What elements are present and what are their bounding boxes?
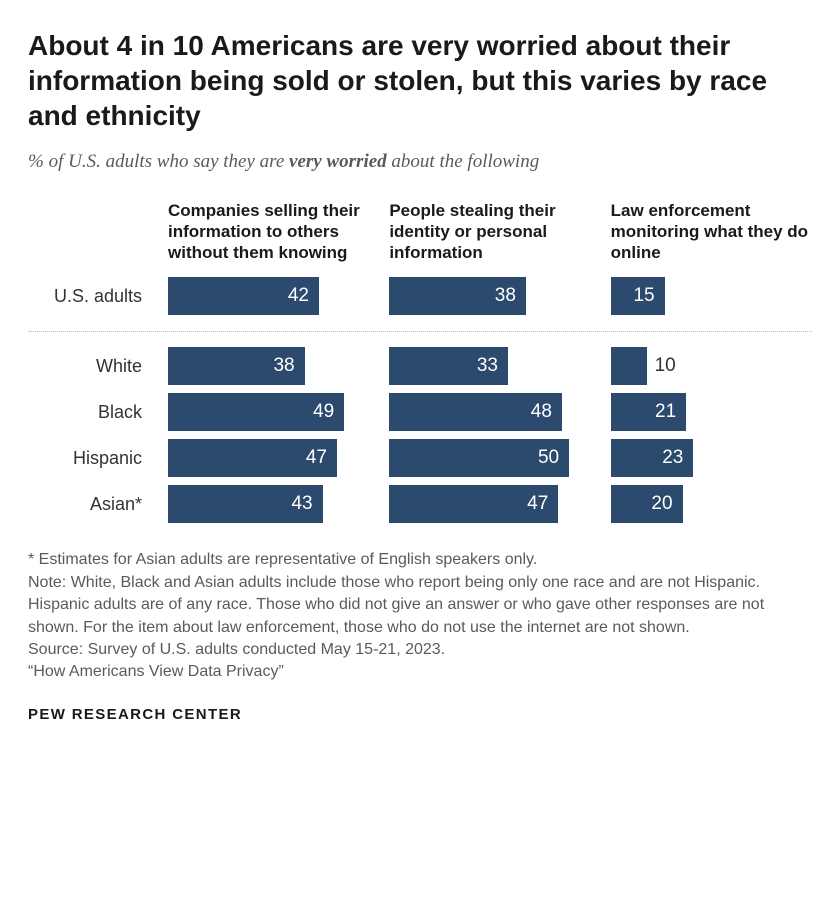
bar-cell: 33 — [389, 343, 590, 389]
bar-cell: 15 — [611, 273, 812, 319]
bar-cell: 38 — [168, 343, 369, 389]
bar: 48 — [389, 393, 562, 431]
bar-value: 43 — [291, 493, 312, 515]
bar-cell: 43 — [168, 481, 369, 527]
source-logo: PEW RESEARCH CENTER — [28, 706, 812, 723]
bar-value: 15 — [633, 285, 654, 307]
subtitle-bold: very worried — [289, 151, 387, 172]
bar: 49 — [168, 393, 344, 431]
row-label: U.S. adults — [28, 273, 148, 319]
bar-value: 49 — [313, 401, 334, 423]
bar-value: 48 — [531, 401, 552, 423]
bar: 23 — [611, 439, 694, 477]
divider — [28, 319, 812, 343]
bar — [611, 347, 647, 385]
bar-chart: Companies selling their information to o… — [28, 200, 812, 528]
bar-cell: 48 — [389, 389, 590, 435]
column-header: Companies selling their information to o… — [168, 200, 369, 274]
chart-subtitle: % of U.S. adults who say they are very w… — [28, 149, 812, 176]
bar-cell: 49 — [168, 389, 369, 435]
bar: 47 — [168, 439, 337, 477]
bar-value: 47 — [306, 447, 327, 469]
bar: 33 — [389, 347, 508, 385]
bar: 15 — [611, 277, 665, 315]
bar: 43 — [168, 485, 323, 523]
bar: 38 — [389, 277, 526, 315]
bar-cell: 47 — [389, 481, 590, 527]
subtitle-pre: % of U.S. adults who say they are — [28, 151, 289, 172]
footnote-line: * Estimates for Asian adults are represe… — [28, 549, 812, 571]
bar: 42 — [168, 277, 319, 315]
footnote-line: “How Americans View Data Privacy” — [28, 661, 812, 683]
column-header: People stealing their identity or person… — [389, 200, 590, 274]
column-header: Law enforcement monitoring what they do … — [611, 200, 812, 274]
footnotes: * Estimates for Asian adults are represe… — [28, 549, 812, 683]
bar-cell: 10 — [611, 343, 812, 389]
bar-cell: 50 — [389, 435, 590, 481]
footnote-line: Source: Survey of U.S. adults conducted … — [28, 639, 812, 661]
bar-value: 38 — [273, 355, 294, 377]
bar: 20 — [611, 485, 683, 523]
row-label: White — [28, 343, 148, 389]
chart-title: About 4 in 10 Americans are very worried… — [28, 28, 812, 133]
bar-cell: 20 — [611, 481, 812, 527]
bar-value: 50 — [538, 447, 559, 469]
bar-value: 10 — [655, 355, 676, 377]
row-label: Asian* — [28, 481, 148, 527]
bar-cell: 21 — [611, 389, 812, 435]
bar-value: 21 — [655, 401, 676, 423]
bar: 47 — [389, 485, 558, 523]
bar: 21 — [611, 393, 686, 431]
bar-cell: 47 — [168, 435, 369, 481]
subtitle-post: about the following — [387, 151, 540, 172]
bar-value: 20 — [651, 493, 672, 515]
row-label: Hispanic — [28, 435, 148, 481]
bar-value: 38 — [495, 285, 516, 307]
bar-cell: 42 — [168, 273, 369, 319]
row-label: Black — [28, 389, 148, 435]
bar: 50 — [389, 439, 569, 477]
bar-cell: 38 — [389, 273, 590, 319]
bar-value: 23 — [662, 447, 683, 469]
footnote-line: Note: White, Black and Asian adults incl… — [28, 572, 812, 639]
bar-value: 42 — [288, 285, 309, 307]
bar-cell: 23 — [611, 435, 812, 481]
bar-value: 47 — [527, 493, 548, 515]
bar-value: 33 — [477, 355, 498, 377]
bar: 38 — [168, 347, 305, 385]
